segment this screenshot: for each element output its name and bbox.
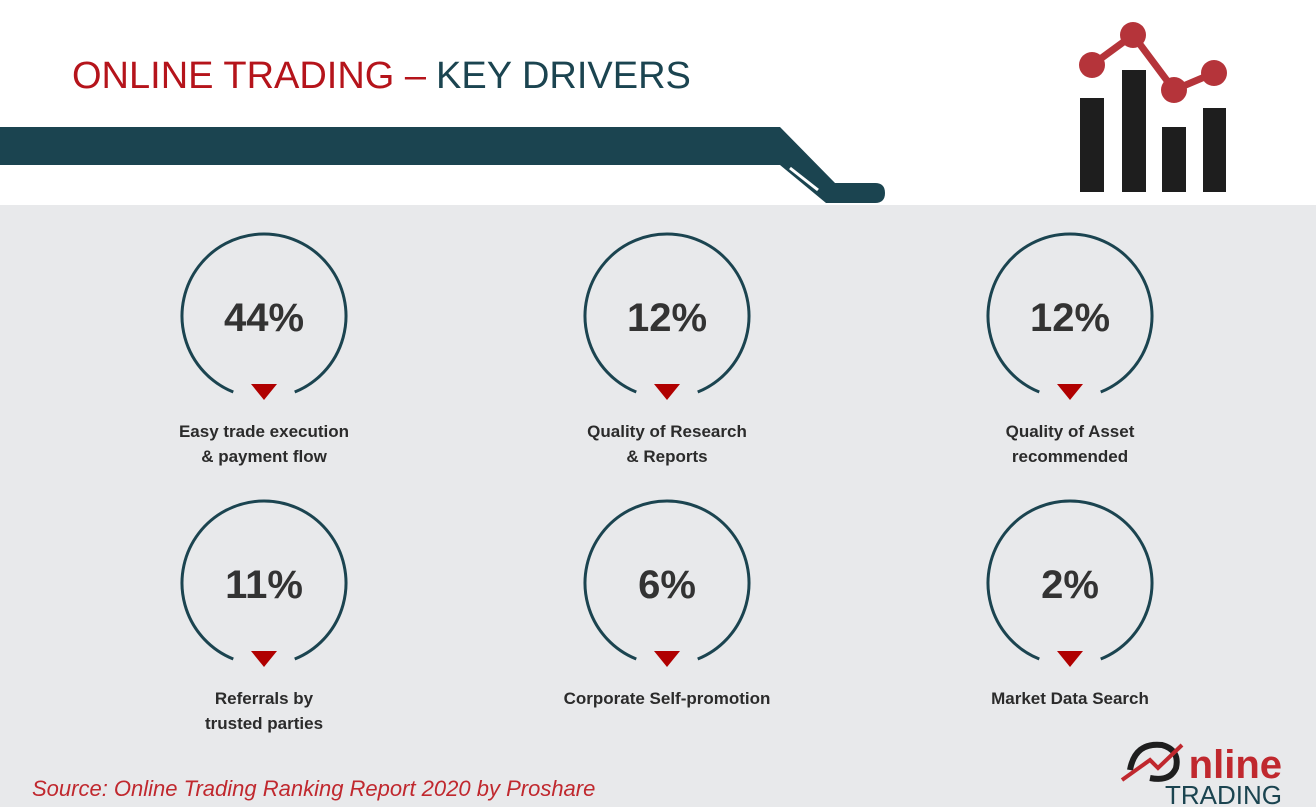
logo-line1: nline: [1189, 743, 1282, 787]
ring: [986, 232, 1154, 394]
driver-value: 12%: [627, 296, 707, 340]
icon-dot: [1079, 52, 1105, 78]
icon-bar: [1080, 98, 1104, 192]
header-bg: [0, 0, 1316, 205]
chart-icon: [1079, 22, 1227, 192]
icon-bar: [1203, 108, 1226, 192]
driver-label: recommended: [1012, 447, 1128, 466]
title-part2: KEY DRIVERS: [436, 55, 691, 97]
driver-label: Quality of Asset: [1006, 422, 1135, 441]
driver-label: Market Data Search: [991, 689, 1149, 708]
pointer: [654, 384, 680, 400]
icon-dot: [1161, 77, 1187, 103]
logo-arrow: [1120, 743, 1184, 782]
driver-value: 44%: [224, 296, 304, 340]
ring: [583, 232, 751, 394]
icon-dot: [1120, 22, 1146, 48]
pointer: [251, 651, 277, 667]
pointer: [1057, 651, 1083, 667]
ring: [180, 499, 348, 661]
driver-label: Quality of Research: [587, 422, 747, 441]
driver-value: 6%: [638, 563, 696, 607]
driver-value: 12%: [1030, 296, 1110, 340]
band-accent: [789, 166, 819, 192]
driver-label: trusted parties: [205, 714, 323, 733]
pointer: [654, 651, 680, 667]
pointer: [251, 384, 277, 400]
driver-label: Referrals by: [215, 689, 314, 708]
logo: nline TRADING: [1120, 741, 1282, 807]
driver-label: & Reports: [626, 447, 707, 466]
source: Source: Online Trading Ranking Report 20…: [32, 776, 595, 801]
driver-label: Corporate Self-promotion: [564, 689, 771, 708]
driver-label: Easy trade execution: [179, 422, 349, 441]
icon-dot: [1201, 60, 1227, 86]
ring: [986, 499, 1154, 661]
title: ONLINE TRADING – KEY DRIVERS: [72, 55, 691, 97]
title-part1: ONLINE TRADING –: [72, 55, 427, 97]
pointer: [1057, 384, 1083, 400]
ring: [583, 499, 751, 661]
icon-bar: [1162, 127, 1186, 192]
driver-label: & payment flow: [201, 447, 327, 466]
ring: [180, 232, 348, 394]
driver-value: 11%: [225, 563, 303, 607]
drivers: 44% Easy trade execution & payment flow 12%…: [179, 232, 1154, 733]
icon-line: [1089, 30, 1216, 95]
header-band: [0, 127, 885, 203]
icon-bar: [1122, 70, 1146, 192]
logo-line2: TRADING: [1165, 780, 1282, 807]
driver-value: 2%: [1041, 563, 1099, 607]
